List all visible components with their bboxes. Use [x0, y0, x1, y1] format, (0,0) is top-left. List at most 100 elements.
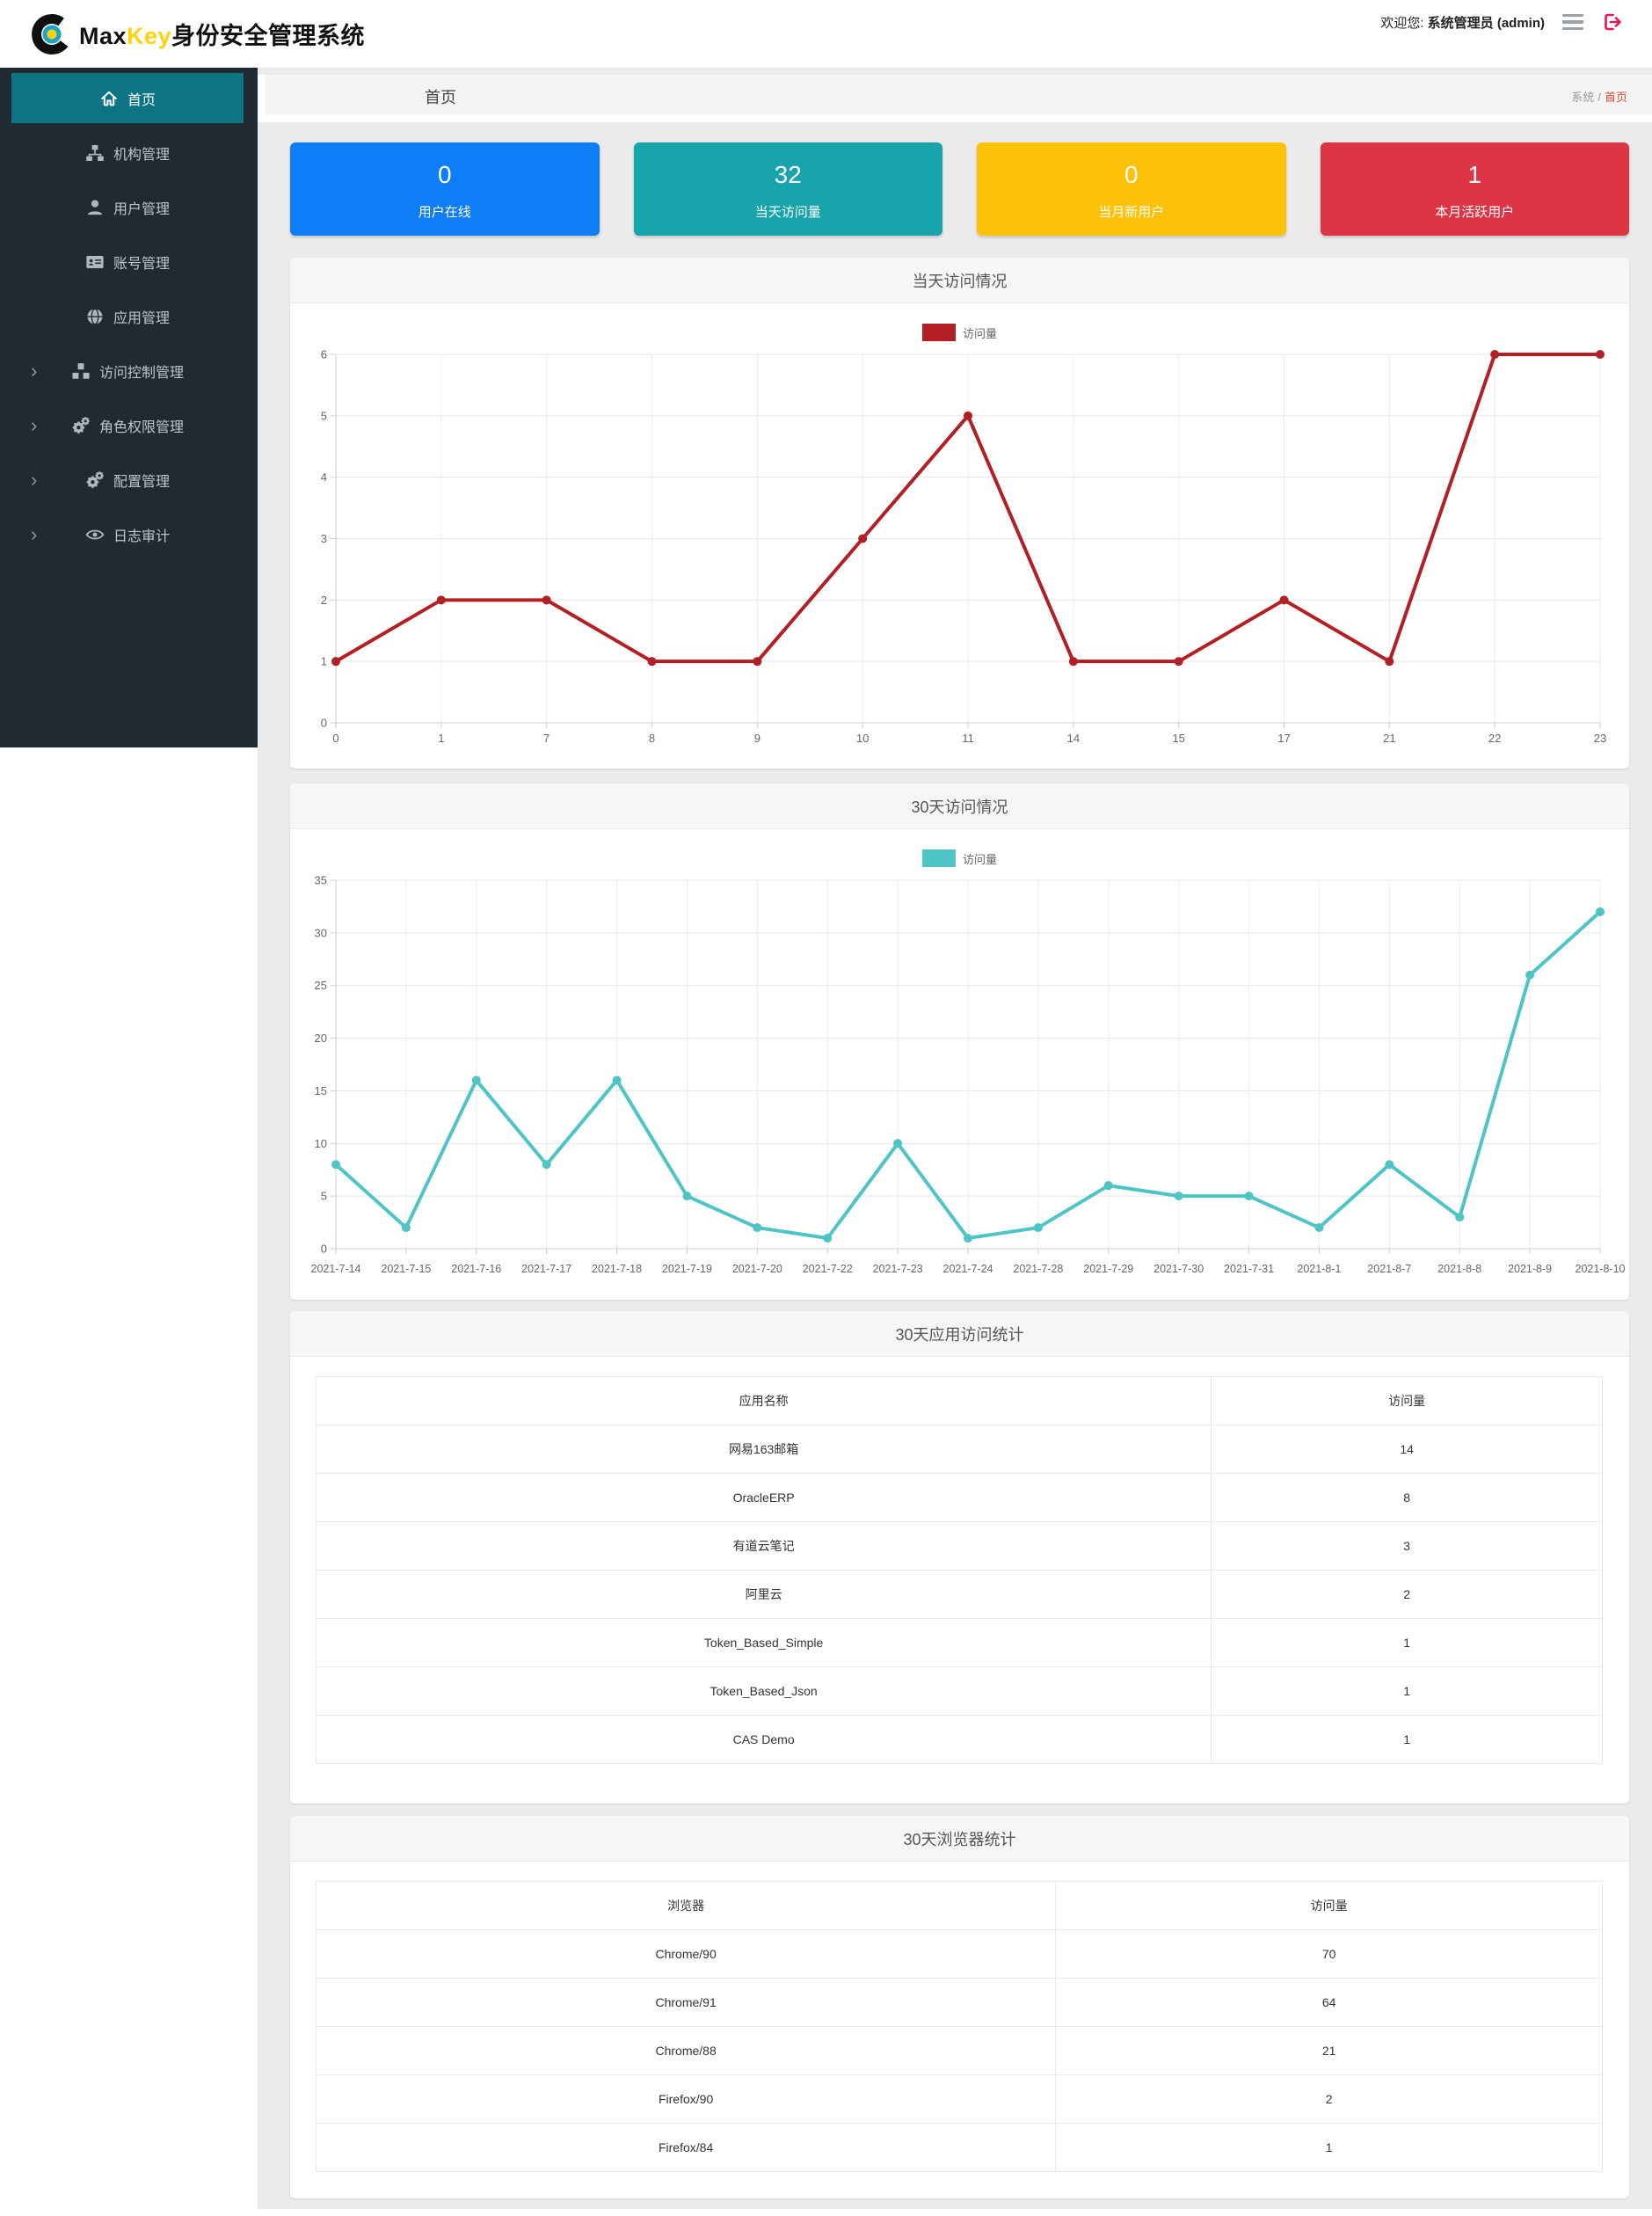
breadcrumb-separator: / [1597, 91, 1601, 104]
breadcrumb-root[interactable]: 系统 [1571, 91, 1595, 104]
svg-text:5: 5 [321, 409, 327, 422]
svg-text:0: 0 [321, 1243, 327, 1256]
logo-center-dot [41, 23, 62, 45]
sidebar-item-label: 应用管理 [113, 310, 170, 326]
svg-text:2021-7-28: 2021-7-28 [1013, 1263, 1063, 1275]
svg-text:14: 14 [1067, 732, 1080, 745]
stat-value: 0 [437, 161, 452, 188]
svg-text:9: 9 [754, 732, 761, 745]
svg-text:4: 4 [321, 470, 327, 484]
stat-card-1: 32 当天访问量 [633, 142, 942, 236]
table-cell: 有道云笔记 [315, 1521, 1212, 1571]
table-row: CAS Demo 1 [315, 1715, 1603, 1764]
svg-text:2021-7-15: 2021-7-15 [381, 1263, 431, 1275]
svg-text:2: 2 [321, 594, 327, 607]
svg-text:2021-7-16: 2021-7-16 [451, 1263, 501, 1275]
globe-icon [85, 307, 105, 326]
table-header-row: 浏览器 访问量 [315, 1881, 1603, 1930]
chevron-right-icon: › [31, 468, 38, 491]
svg-text:17: 17 [1277, 732, 1290, 745]
svg-text:2021-7-17: 2021-7-17 [521, 1263, 571, 1275]
sidebar: 首页 机构管理 用户管理 账号管理 应用管理 › 访问控制管理 › 角色权限管理 › 配置管理 › 日志… [0, 68, 258, 747]
table-cell: Firefox/90 [315, 2074, 1057, 2124]
svg-text:10: 10 [315, 1137, 327, 1150]
table-cell: Firefox/84 [315, 2123, 1057, 2172]
sidebar-item-config[interactable]: › 配置管理 [11, 455, 244, 505]
svg-text:0: 0 [332, 732, 338, 745]
chart-card-30days-title: 30天访问情况 [290, 784, 1629, 829]
table-row: Firefox/84 1 [315, 2123, 1603, 2172]
user-icon [85, 198, 105, 217]
legend-today-visits[interactable]: 访问量 [290, 324, 1629, 341]
svg-text:30: 30 [315, 926, 327, 939]
table-card-browser-stats-title: 30天浏览器统计 [290, 1816, 1629, 1862]
svg-text:6: 6 [321, 348, 327, 361]
sidebar-item-user[interactable]: 用户管理 [11, 182, 244, 232]
main-area: 首页 系统 / 首页 0 用户在线 32 当天访问量 0 当月新用户 1 本月活跃用户 当天访问情… [258, 68, 1652, 2209]
line-chart-30day-visits: 0 5 10 15 20 25 30 35 2021-7-14 2021-7-15 2021-7-1… [311, 874, 1626, 1276]
table-cell: 2 [1055, 2074, 1603, 2124]
sidebar-item-role[interactable]: › 角色权限管理 [11, 400, 244, 450]
sidebar-item-label: 角色权限管理 [98, 419, 184, 435]
table-cell: Chrome/88 [315, 2026, 1057, 2075]
svg-text:1: 1 [438, 732, 444, 745]
svg-text:2021-8-1: 2021-8-1 [1297, 1263, 1341, 1275]
table-cell: 70 [1055, 1929, 1603, 1979]
table-cell: 8 [1211, 1473, 1603, 1522]
svg-text:22: 22 [1488, 732, 1501, 745]
svg-text:2021-7-19: 2021-7-19 [662, 1263, 712, 1275]
svg-text:2021-7-20: 2021-7-20 [732, 1263, 782, 1275]
chart-card-today: 当天访问情况 访问量 0 1 2 3 4 5 6 0 1 7 8 9 10 11 14 15 17 21 22 23 [290, 258, 1629, 769]
svg-text:11: 11 [962, 732, 974, 745]
sidebar-item-account[interactable]: 账号管理 [11, 237, 244, 287]
svg-text:5: 5 [321, 1190, 327, 1203]
page-title: 首页 [425, 89, 456, 106]
table-row: OracleERP 8 [315, 1473, 1603, 1522]
table-card-app-visits-title: 30天应用访问统计 [290, 1311, 1629, 1357]
column-header: 访问量 [1055, 1881, 1603, 1930]
svg-text:3: 3 [321, 532, 327, 545]
sidebar-item-label: 首页 [127, 92, 156, 108]
table-cell: CAS Demo [315, 1715, 1212, 1764]
table-cell: 2 [1211, 1570, 1603, 1619]
sidebar-item-label: 配置管理 [113, 474, 170, 490]
sidebar-item-app[interactable]: 应用管理 [11, 291, 244, 341]
svg-text:15: 15 [315, 1084, 327, 1097]
table-card-browser-stats: 30天浏览器统计 浏览器 访问量 Chrome/90 70 Chrome/91 64 Chr… [290, 1816, 1629, 2198]
chevron-right-icon: › [31, 522, 38, 545]
sidebar-item-label: 日志审计 [113, 528, 170, 544]
breadcrumb-current[interactable]: 首页 [1604, 91, 1627, 104]
svg-text:21: 21 [1383, 732, 1395, 745]
menu-toggle-icon[interactable] [1561, 12, 1585, 33]
welcome-text: 欢迎您: 系统管理员 (admin) [1380, 15, 1545, 31]
table-card-app-visits: 30天应用访问统计 应用名称 访问量 网易163邮箱 14 OracleERP 8 有道云笔… [290, 1311, 1629, 1804]
breadcrumb-bar: 首页 系统 / 首页 [265, 75, 1652, 115]
table-cell: 1 [1211, 1715, 1603, 1764]
stat-value: 0 [1124, 161, 1139, 188]
svg-text:20: 20 [315, 1031, 327, 1045]
table-row: Token_Based_Json 1 [315, 1666, 1603, 1716]
sidebar-item-home[interactable]: 首页 [11, 73, 244, 123]
svg-text:7: 7 [543, 732, 549, 745]
table-cell: 21 [1055, 2026, 1603, 2075]
sidebar-item-access[interactable]: › 访问控制管理 [11, 346, 244, 396]
svg-text:2021-7-31: 2021-7-31 [1224, 1263, 1274, 1275]
legend-swatch [921, 324, 956, 341]
sidebar-item-audit[interactable]: › 日志审计 [11, 509, 244, 559]
stat-label: 当天访问量 [754, 205, 821, 220]
legend-swatch [921, 849, 956, 867]
eye-icon [85, 525, 105, 544]
maxkey-logo-icon [29, 11, 75, 57]
table-row: Firefox/90 2 [315, 2074, 1603, 2124]
stat-label: 当月新用户 [1098, 205, 1165, 220]
logout-icon[interactable] [1601, 11, 1622, 33]
legend-30day-visits[interactable]: 访问量 [290, 849, 1629, 867]
sidebar-item-org[interactable]: 机构管理 [11, 128, 244, 178]
svg-text:2021-7-29: 2021-7-29 [1083, 1263, 1133, 1275]
stat-card-2: 0 当月新用户 [977, 142, 1286, 236]
svg-text:2021-8-10: 2021-8-10 [1576, 1263, 1626, 1275]
table-cell: 64 [1055, 1978, 1603, 2027]
stat-value: 32 [774, 161, 802, 188]
